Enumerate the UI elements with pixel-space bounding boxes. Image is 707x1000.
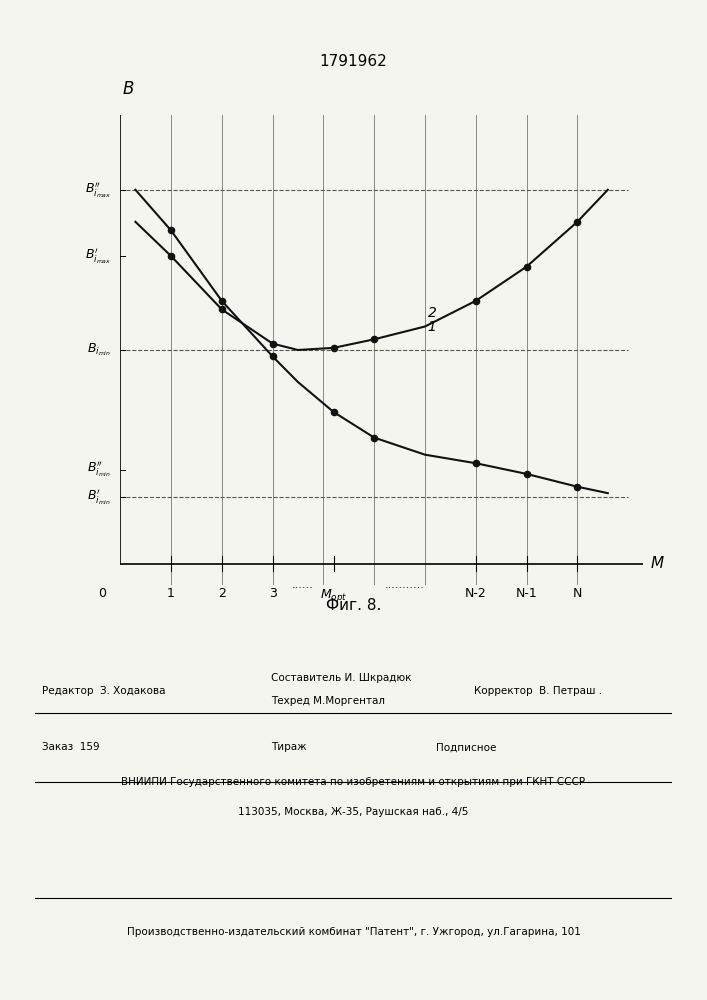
Text: $B^{\prime\prime}_{i_{min}}$: $B^{\prime\prime}_{i_{min}}$: [87, 460, 111, 479]
Text: Фиг. 8.: Фиг. 8.: [326, 597, 381, 612]
Text: N-1: N-1: [515, 587, 537, 600]
Text: Редактор  З. Ходакова: Редактор З. Ходакова: [42, 686, 165, 696]
Text: ВНИИПИ Государственного комитета по изобретениям и открытиям при ГКНТ СССР: ВНИИПИ Государственного комитета по изоб…: [122, 777, 585, 787]
Text: 0: 0: [98, 587, 107, 600]
Text: 1: 1: [428, 320, 436, 334]
Text: Тираж: Тираж: [271, 742, 306, 752]
Text: 1: 1: [167, 587, 175, 600]
Text: N-2: N-2: [465, 587, 486, 600]
Text: $B^{\prime}_{i_{max}}$: $B^{\prime}_{i_{max}}$: [85, 246, 111, 266]
Text: Корректор  В. Петраш .: Корректор В. Петраш .: [474, 686, 602, 696]
Text: ...........: ...........: [385, 580, 425, 590]
Text: 113035, Москва, Ж-35, Раушская наб., 4/5: 113035, Москва, Ж-35, Раушская наб., 4/5: [238, 807, 469, 817]
Text: Техред М.Моргентал: Техред М.Моргентал: [271, 696, 385, 706]
Text: $B^{\prime\prime}_{i_{max}}$: $B^{\prime\prime}_{i_{max}}$: [85, 180, 111, 200]
Text: Заказ  159: Заказ 159: [42, 742, 100, 752]
Text: 1791962: 1791962: [320, 54, 387, 70]
Text: M: M: [651, 556, 664, 571]
Text: Производственно-издательский комбинат "Патент", г. Ужгород, ул.Гагарина, 101: Производственно-издательский комбинат "П…: [127, 927, 580, 937]
Text: Подписное: Подписное: [436, 742, 496, 752]
Text: 3: 3: [269, 587, 276, 600]
Text: $M_{opt}$: $M_{opt}$: [320, 587, 347, 604]
Text: N: N: [573, 587, 582, 600]
Text: ......: ......: [292, 580, 314, 590]
Text: Составитель И. Шкрадюк: Составитель И. Шкрадюк: [271, 673, 411, 683]
Text: 2: 2: [218, 587, 226, 600]
Text: B: B: [122, 80, 134, 98]
Text: $B^{\prime}_{i_{min}}$: $B^{\prime}_{i_{min}}$: [87, 488, 111, 507]
Text: $B_{i_{min}}$: $B_{i_{min}}$: [87, 342, 111, 358]
Text: 2: 2: [428, 306, 436, 320]
